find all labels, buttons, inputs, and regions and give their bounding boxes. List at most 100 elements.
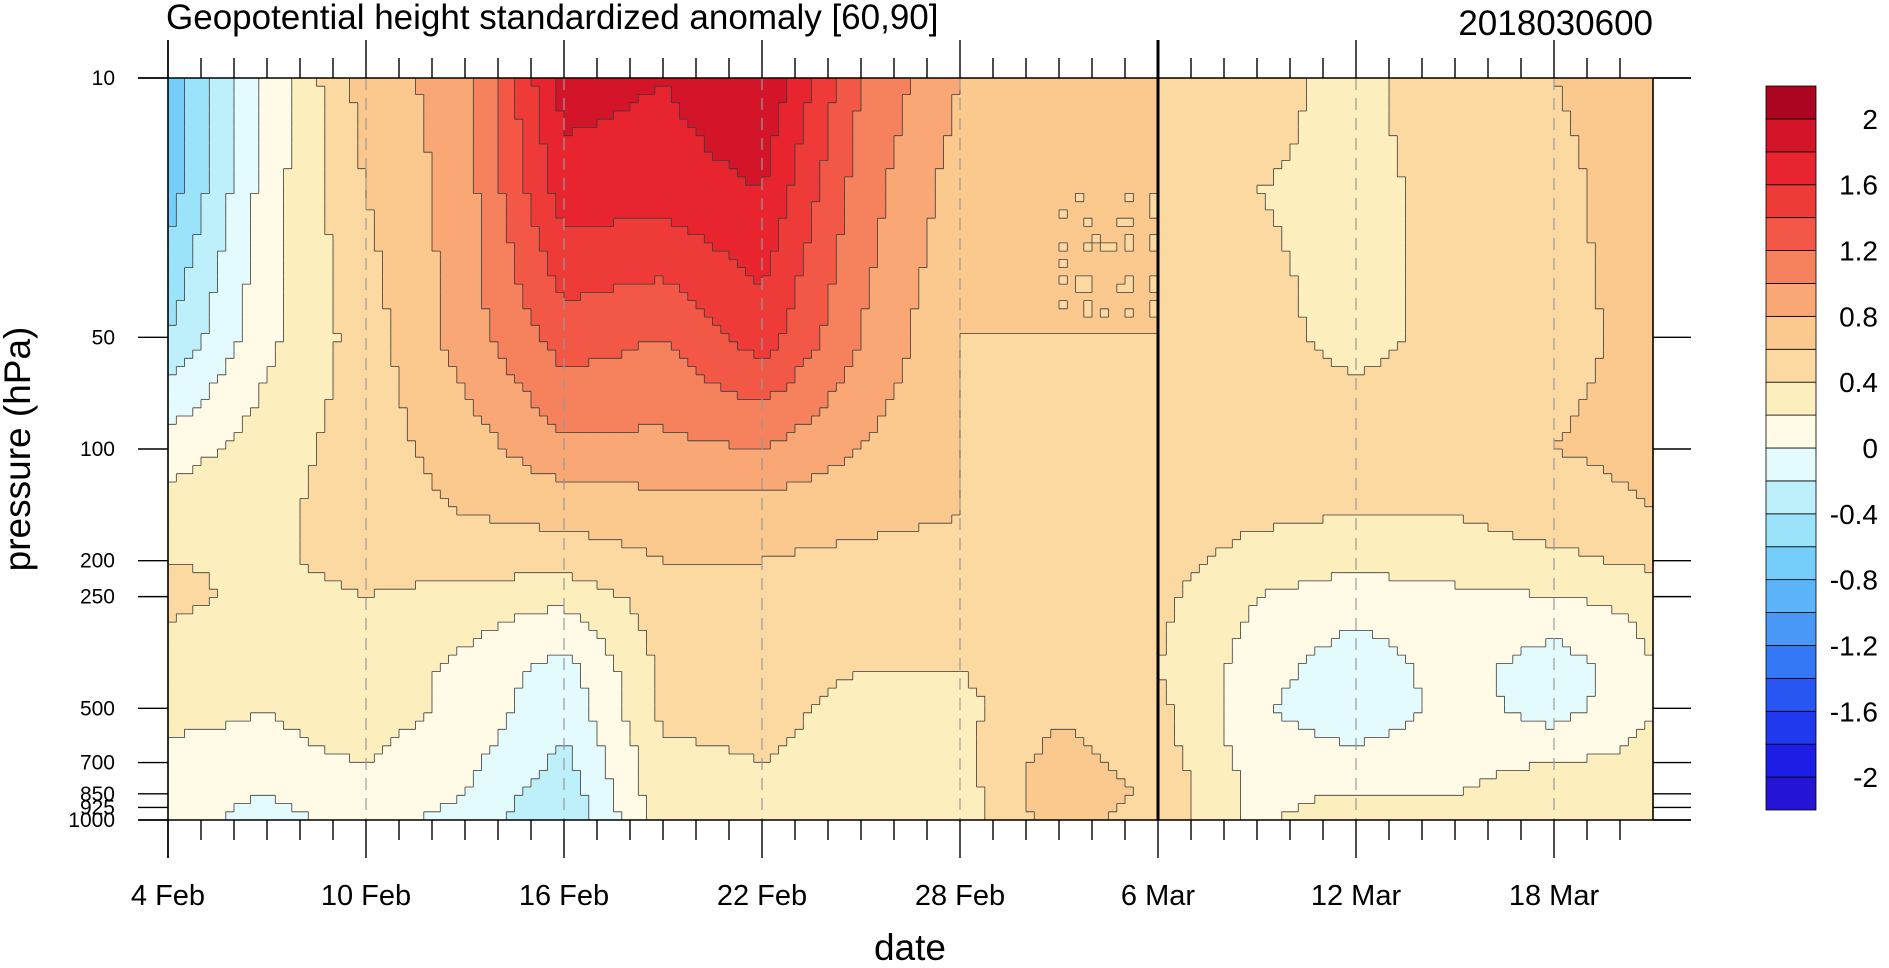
contour-cell <box>1529 193 1539 203</box>
contour-cell <box>374 242 384 252</box>
contour-cell <box>663 135 672 145</box>
contour-cell <box>316 242 326 252</box>
contour-cell <box>1248 242 1258 252</box>
contour-cell <box>440 168 450 178</box>
contour-cell <box>679 218 689 227</box>
contour-cell <box>201 251 210 260</box>
contour-cell <box>1463 86 1473 96</box>
contour-cell <box>225 275 235 285</box>
contour-cell <box>489 185 499 195</box>
contour-cell <box>993 242 1002 252</box>
contour-cell <box>308 94 318 104</box>
contour-cell <box>844 292 854 302</box>
contour-cell <box>1389 201 1398 211</box>
contour-cell <box>1232 292 1242 302</box>
contour-cell <box>201 152 210 162</box>
contour-cell <box>976 119 986 129</box>
contour-cell <box>456 86 466 96</box>
contour-cell <box>1323 94 1332 104</box>
contour-cell <box>1116 119 1126 129</box>
contour-cell <box>1257 78 1266 87</box>
contour-cell <box>1075 176 1085 186</box>
contour-cell <box>1471 292 1481 302</box>
contour-cell <box>1397 259 1407 269</box>
contour-cell <box>1034 226 1044 236</box>
contour-cell <box>1529 209 1539 219</box>
contour-cell <box>1446 110 1456 120</box>
contour-cell <box>564 275 573 285</box>
contour-cell <box>679 135 689 145</box>
contour-cell <box>786 176 796 186</box>
contour-cell <box>696 143 705 153</box>
contour-cell <box>811 284 821 293</box>
contour-cell <box>448 143 458 153</box>
contour-cell <box>654 143 664 153</box>
contour-cell <box>1562 127 1572 137</box>
contour-cell <box>885 152 895 162</box>
contour-cell <box>498 119 507 129</box>
contour-cell <box>242 275 252 285</box>
contour-cell <box>1257 168 1266 178</box>
contour-cell <box>745 78 755 87</box>
contour-cell <box>1281 193 1291 203</box>
contour-cell <box>547 127 557 137</box>
contour-cell <box>1092 143 1101 153</box>
contour-cell <box>250 292 260 302</box>
contour-cell <box>1595 143 1605 153</box>
contour-cell <box>902 218 912 227</box>
contour-cell <box>1240 251 1250 260</box>
contour-cell <box>1017 176 1027 186</box>
contour-cell <box>1389 284 1398 293</box>
contour-cell <box>984 185 994 195</box>
contour-cell <box>1446 259 1456 269</box>
contour-cell <box>646 267 656 277</box>
contour-cell <box>1587 135 1596 145</box>
contour-cell <box>1521 275 1530 285</box>
contour-cell <box>1224 102 1233 112</box>
contour-cell <box>1496 176 1506 186</box>
contour-cell <box>638 168 648 178</box>
contour-cell <box>399 209 408 219</box>
contour-cell <box>1331 127 1341 137</box>
contour-cell <box>258 135 268 145</box>
contour-cell <box>1413 234 1423 244</box>
contour-cell <box>1620 102 1629 112</box>
contour-cell <box>1290 251 1299 260</box>
contour-cell <box>250 143 260 153</box>
contour-cell <box>1009 209 1019 219</box>
contour-cell <box>1430 185 1440 195</box>
contour-cell <box>770 292 780 302</box>
contour-cell <box>291 143 301 153</box>
contour-cell <box>745 209 755 219</box>
contour-cell <box>712 94 722 104</box>
contour-cell <box>333 300 342 310</box>
contour-cell <box>654 152 664 162</box>
contour-cell <box>283 284 293 293</box>
contour-cell <box>1364 209 1374 219</box>
contour-cell <box>1578 110 1588 120</box>
contour-cell <box>572 168 582 178</box>
contour-cell <box>1092 218 1101 227</box>
contour-cell <box>704 168 714 178</box>
contour-cell <box>473 242 483 252</box>
contour-cell <box>803 185 813 195</box>
contour-cell <box>1314 275 1324 285</box>
contour-cell <box>1397 242 1407 252</box>
contour-cell <box>1356 135 1365 145</box>
contour-cell <box>1026 94 1035 104</box>
contour-cell <box>572 152 582 162</box>
contour-cell <box>1347 292 1357 302</box>
contour-cell <box>960 135 969 145</box>
contour-cell <box>1026 267 1035 277</box>
contour-cell <box>1017 259 1027 269</box>
contour-cell <box>1446 234 1456 244</box>
contour-cell <box>613 218 623 227</box>
contour-cell <box>1083 94 1093 104</box>
contour-cell <box>448 94 458 104</box>
contour-cell <box>1595 234 1605 244</box>
contour-cell <box>1224 119 1233 129</box>
contour-cell <box>1446 143 1456 153</box>
contour-cell <box>638 226 648 236</box>
contour-cell <box>1570 259 1580 269</box>
contour-cell <box>984 259 994 269</box>
